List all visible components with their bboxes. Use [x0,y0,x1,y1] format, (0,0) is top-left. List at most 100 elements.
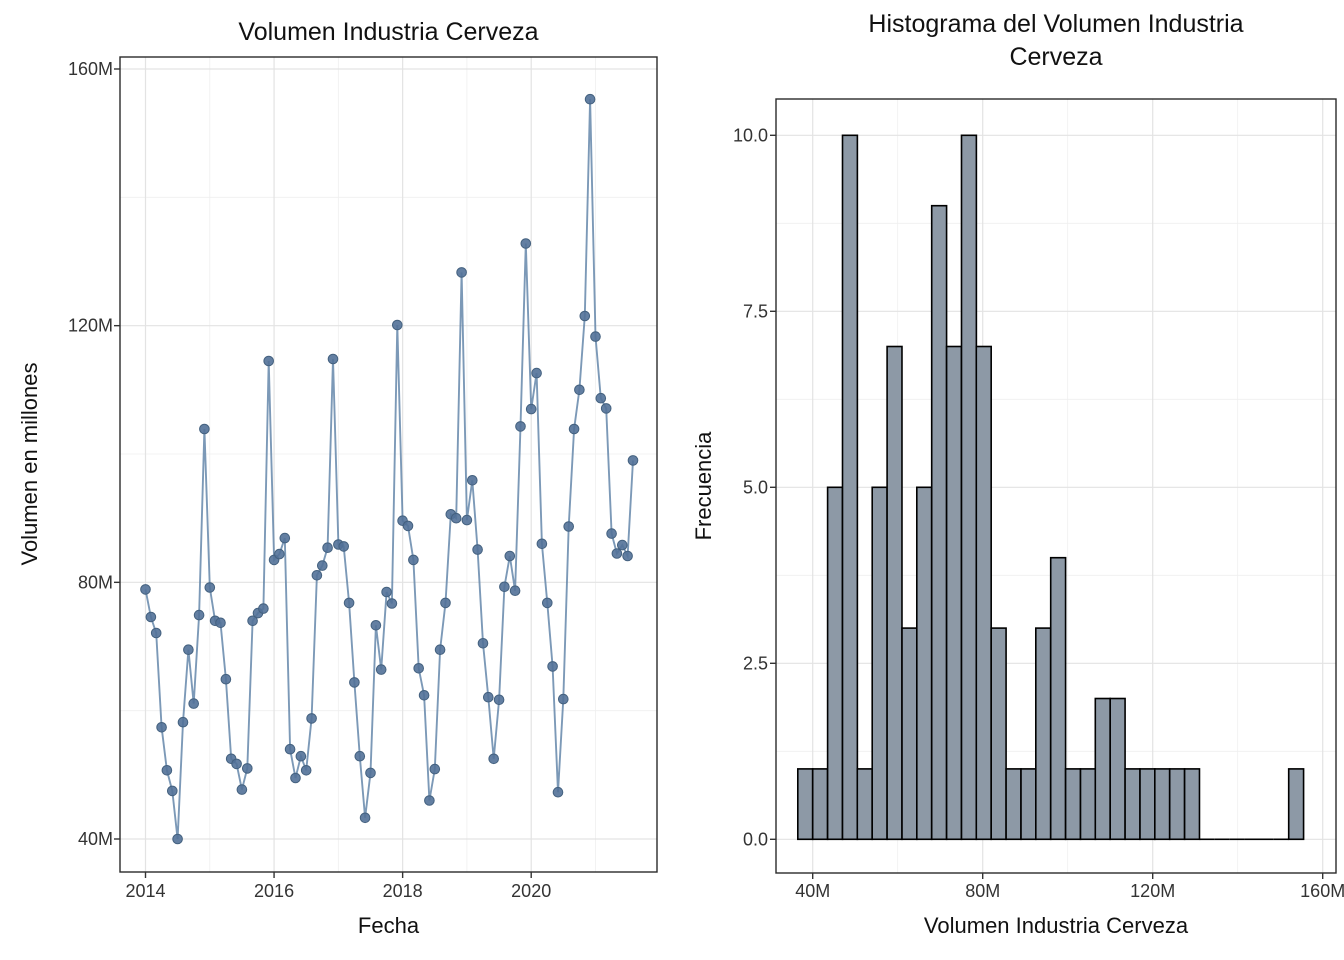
data-point [188,698,199,709]
right-chart-title-line2: Cerveza [1009,43,1103,71]
histogram-bar [796,768,814,841]
data-point [386,598,398,609]
data-point [418,690,430,701]
data-point [183,644,194,656]
data-point [150,627,162,639]
histogram-bar [1064,768,1082,841]
data-point [167,785,178,797]
data-point [247,615,258,627]
histogram-bar [1079,768,1097,841]
data-point [552,786,564,798]
histogram-bar [1049,556,1067,841]
histogram-bar [1020,768,1037,841]
data-point [563,521,575,532]
data-point [263,355,275,367]
tick-label: 80M [78,572,113,592]
histogram-bar [871,486,888,841]
tick-label: 2018 [383,881,423,901]
histogram-bar [1287,768,1305,841]
data-point [424,795,435,806]
data-point [467,475,478,486]
data-point [434,644,446,656]
data-point [584,93,596,105]
histogram-bar [811,768,829,841]
data-point [215,617,226,629]
data-point [606,528,617,539]
data-point [365,767,376,779]
data-point [525,403,537,415]
histogram-bar [1168,768,1186,841]
data-point [317,560,328,571]
right-panel-border [775,98,1337,874]
histogram-bar [841,134,859,841]
tick-label: 7.5 [743,301,768,321]
data-point [172,833,183,845]
tick-label: 2020 [511,881,551,901]
tick-label: 2016 [254,881,294,901]
data-point [558,693,569,705]
data-point [477,638,489,649]
histogram-bar [1183,768,1201,841]
data-point [140,584,151,595]
series-line [144,99,634,840]
tick-label: 2.5 [743,653,768,673]
data-point [617,539,628,551]
data-point [429,763,441,775]
data-point [311,570,323,581]
data-point [242,763,253,774]
histogram-bar [960,134,978,841]
data-point [547,661,558,672]
data-point [472,544,483,555]
data-point [413,663,425,674]
data-point [193,609,205,621]
data-point [284,743,296,755]
data-point [483,691,494,703]
data-point [274,548,285,560]
data-point [177,716,189,728]
data-point [220,673,232,685]
data-point [300,765,312,776]
data-point [461,514,473,526]
histogram-bar [1154,768,1171,841]
data-point [579,310,591,322]
right-x-axis-title: Volumen Industria Cerveza [923,913,1189,938]
data-point [627,455,639,466]
data-point [290,772,301,784]
data-point [327,353,339,365]
data-point [520,238,532,249]
data-point [161,765,173,776]
data-point [402,520,414,532]
histogram-bar [930,204,948,841]
data-point [338,541,350,552]
data-point [456,267,467,278]
data-point [145,611,157,623]
data-point [574,384,585,396]
histogram-bar [1035,627,1052,841]
data-point [499,581,510,593]
data-point [536,538,548,550]
left-chart-title: Volumen Industria Cerveza [238,18,539,46]
data-point [258,603,269,614]
histogram-bar [915,486,933,841]
data-point [408,554,419,566]
tick-label: 2014 [125,881,165,901]
tick-label: 40M [78,829,113,849]
histogram-bar [975,345,992,841]
data-point [611,548,623,559]
data-point [359,812,371,824]
data-point [199,423,210,435]
data-point [322,542,333,554]
right-chart-title-line1: Histograma del Volumen Industria [868,10,1244,38]
tick-label: 10.0 [733,125,768,145]
tick-label: 160M [1300,881,1344,901]
histogram-bar [1139,768,1156,841]
data-point [279,532,291,544]
data-point [375,664,387,675]
histogram-bar [1109,697,1126,841]
data-point [156,722,167,733]
histogram-bar [1094,697,1111,841]
tick-label: 120M [68,316,113,336]
data-point [568,423,580,435]
